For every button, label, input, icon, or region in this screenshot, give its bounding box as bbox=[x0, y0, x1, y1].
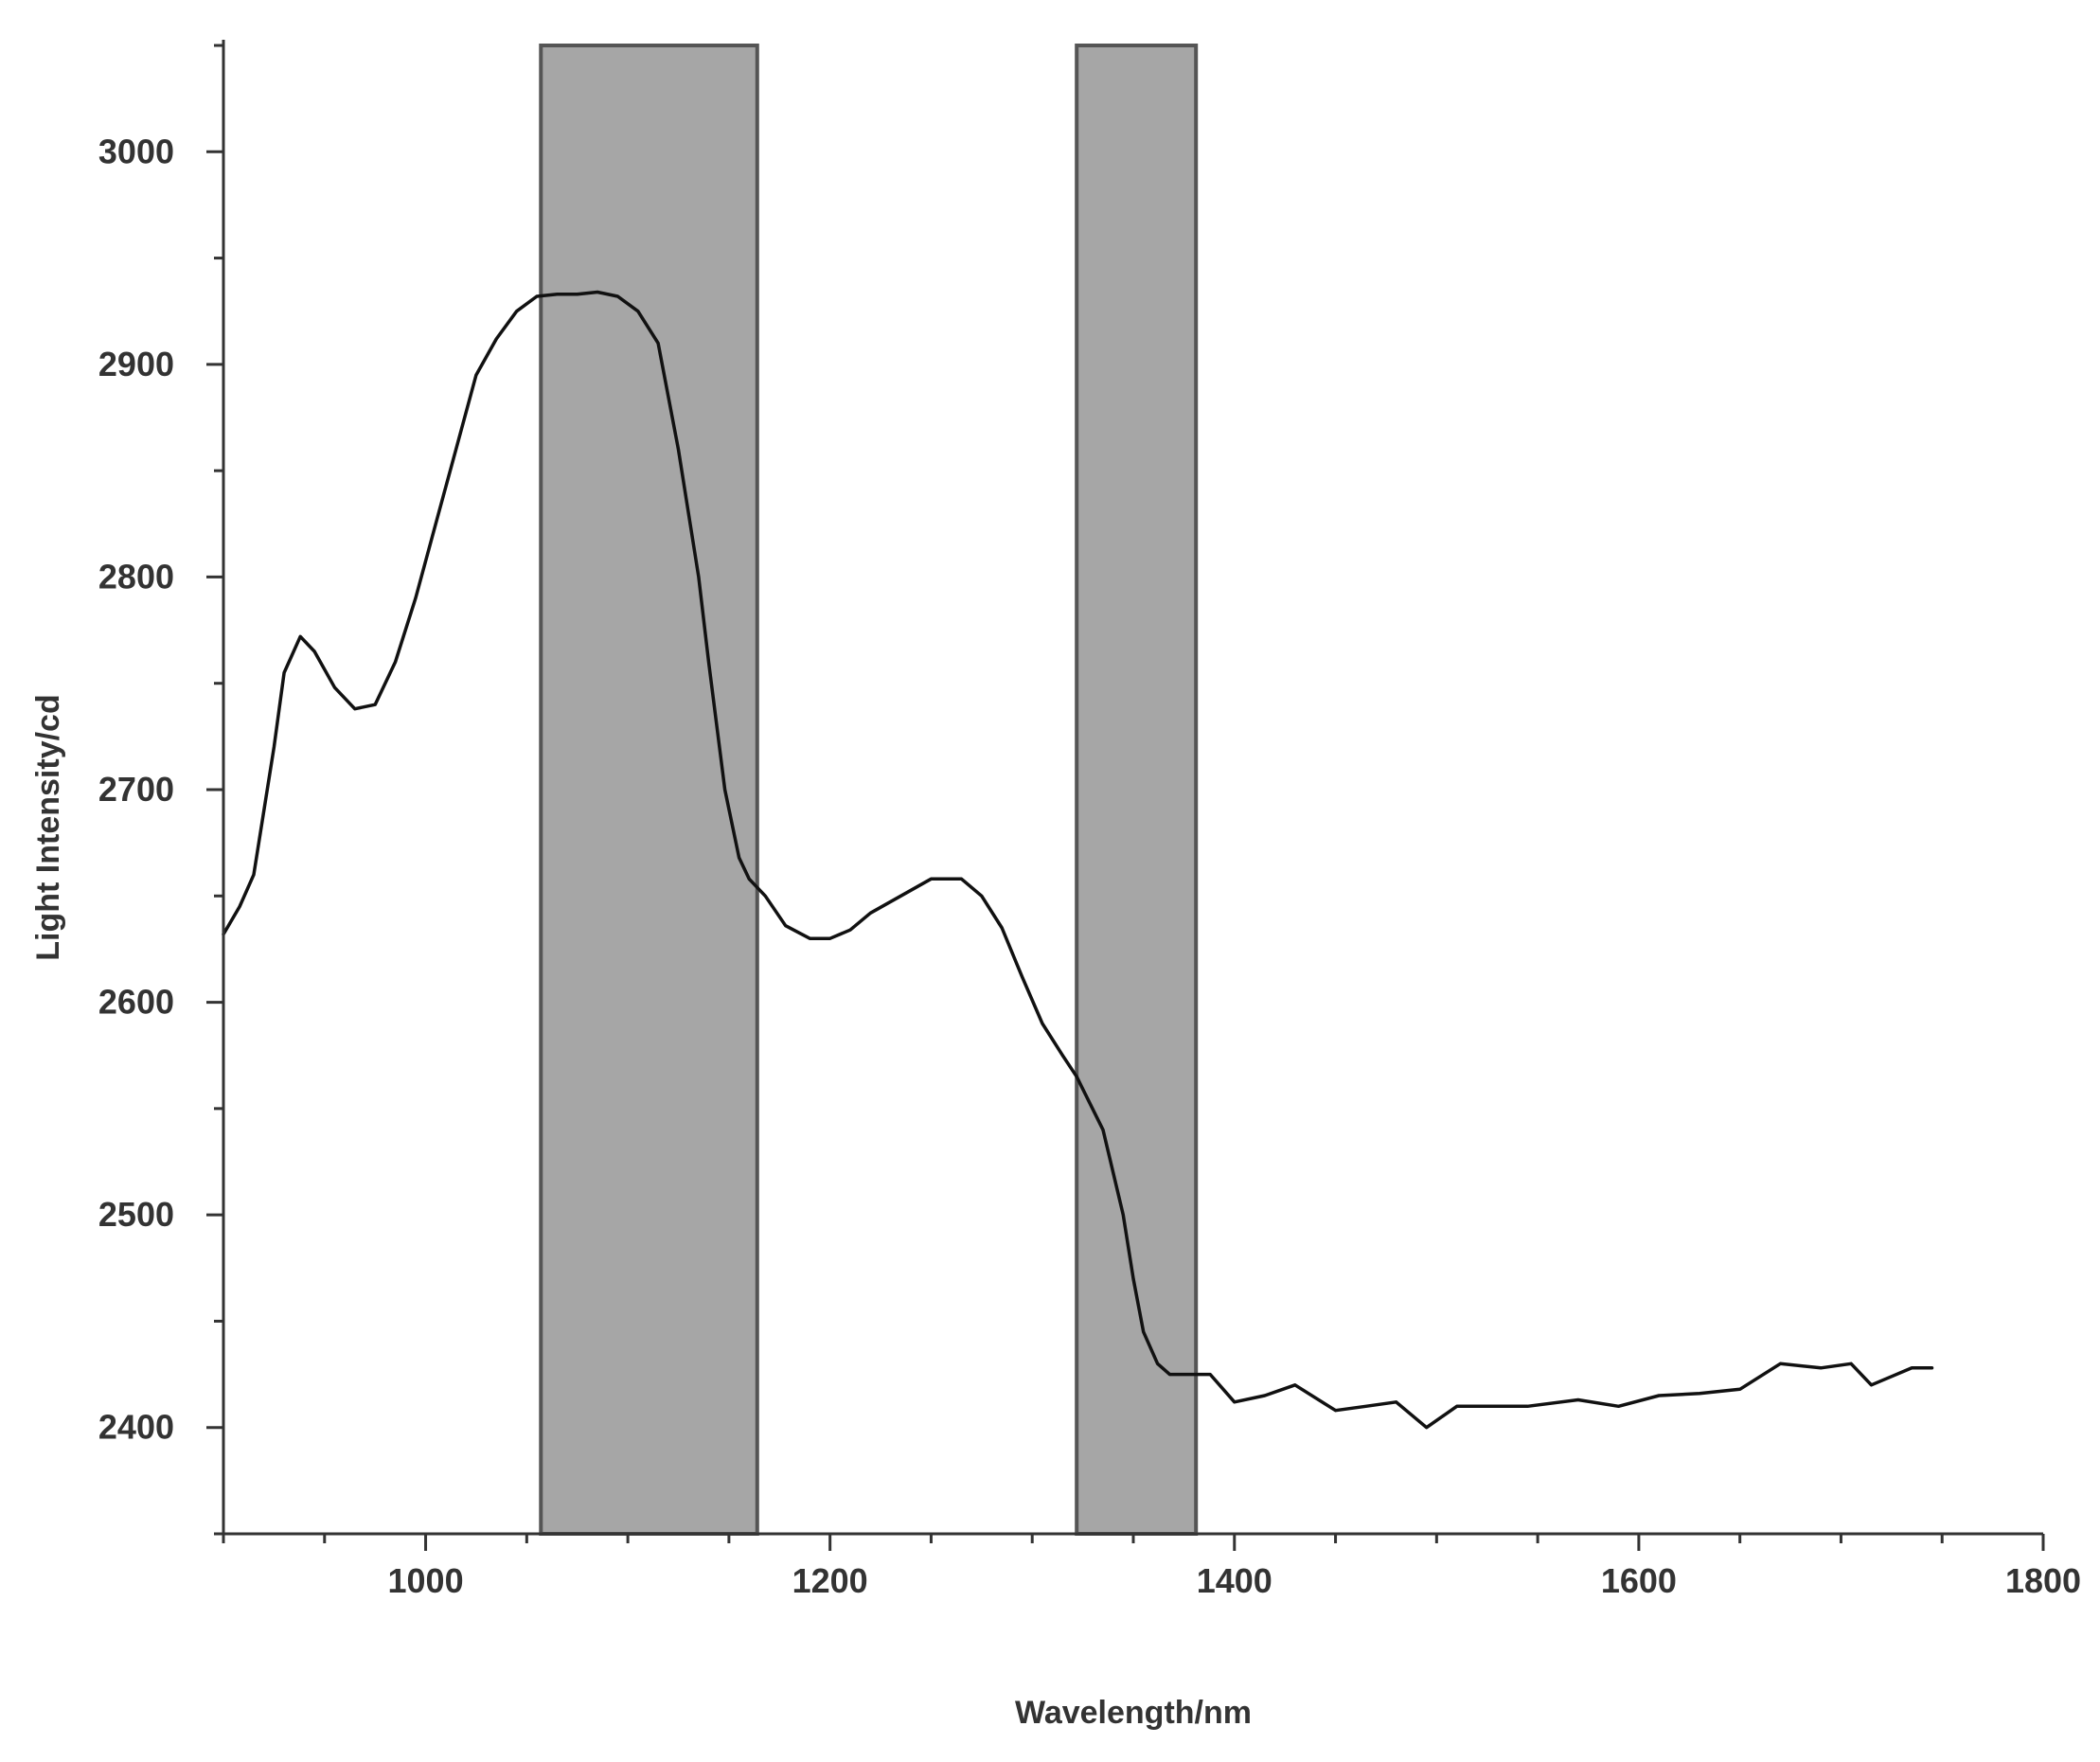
y-tick-label: 2900 bbox=[98, 345, 174, 383]
x-axis-ticks: 1000 1200 1400 1600 1800 bbox=[222, 1534, 2081, 1600]
y-tick-label: 2500 bbox=[98, 1195, 174, 1234]
y-tick-label: 2400 bbox=[98, 1408, 174, 1447]
y-axis-ticks: 2400 2500 2600 2700 2800 2900 3000 bbox=[98, 44, 223, 1536]
x-tick-label: 1600 bbox=[1601, 1561, 1677, 1600]
y-tick-label: 2600 bbox=[98, 983, 174, 1022]
highlight-bands bbox=[539, 44, 1199, 1536]
x-tick-label: 1000 bbox=[388, 1561, 464, 1600]
x-axis-label: Wavelength/nm bbox=[1015, 1695, 1252, 1731]
highlight-band-2 bbox=[1075, 44, 1199, 1536]
series-line bbox=[222, 290, 1934, 1430]
x-tick-label: 1800 bbox=[2005, 1561, 2081, 1600]
x-tick-label: 1400 bbox=[1197, 1561, 1272, 1600]
x-tick-label: 1200 bbox=[792, 1561, 868, 1600]
y-axis-label: Light Intensity/cd bbox=[30, 694, 66, 960]
y-tick-label: 3000 bbox=[98, 132, 174, 170]
y-tick-label: 2800 bbox=[98, 557, 174, 596]
y-tick-label: 2700 bbox=[98, 770, 174, 809]
